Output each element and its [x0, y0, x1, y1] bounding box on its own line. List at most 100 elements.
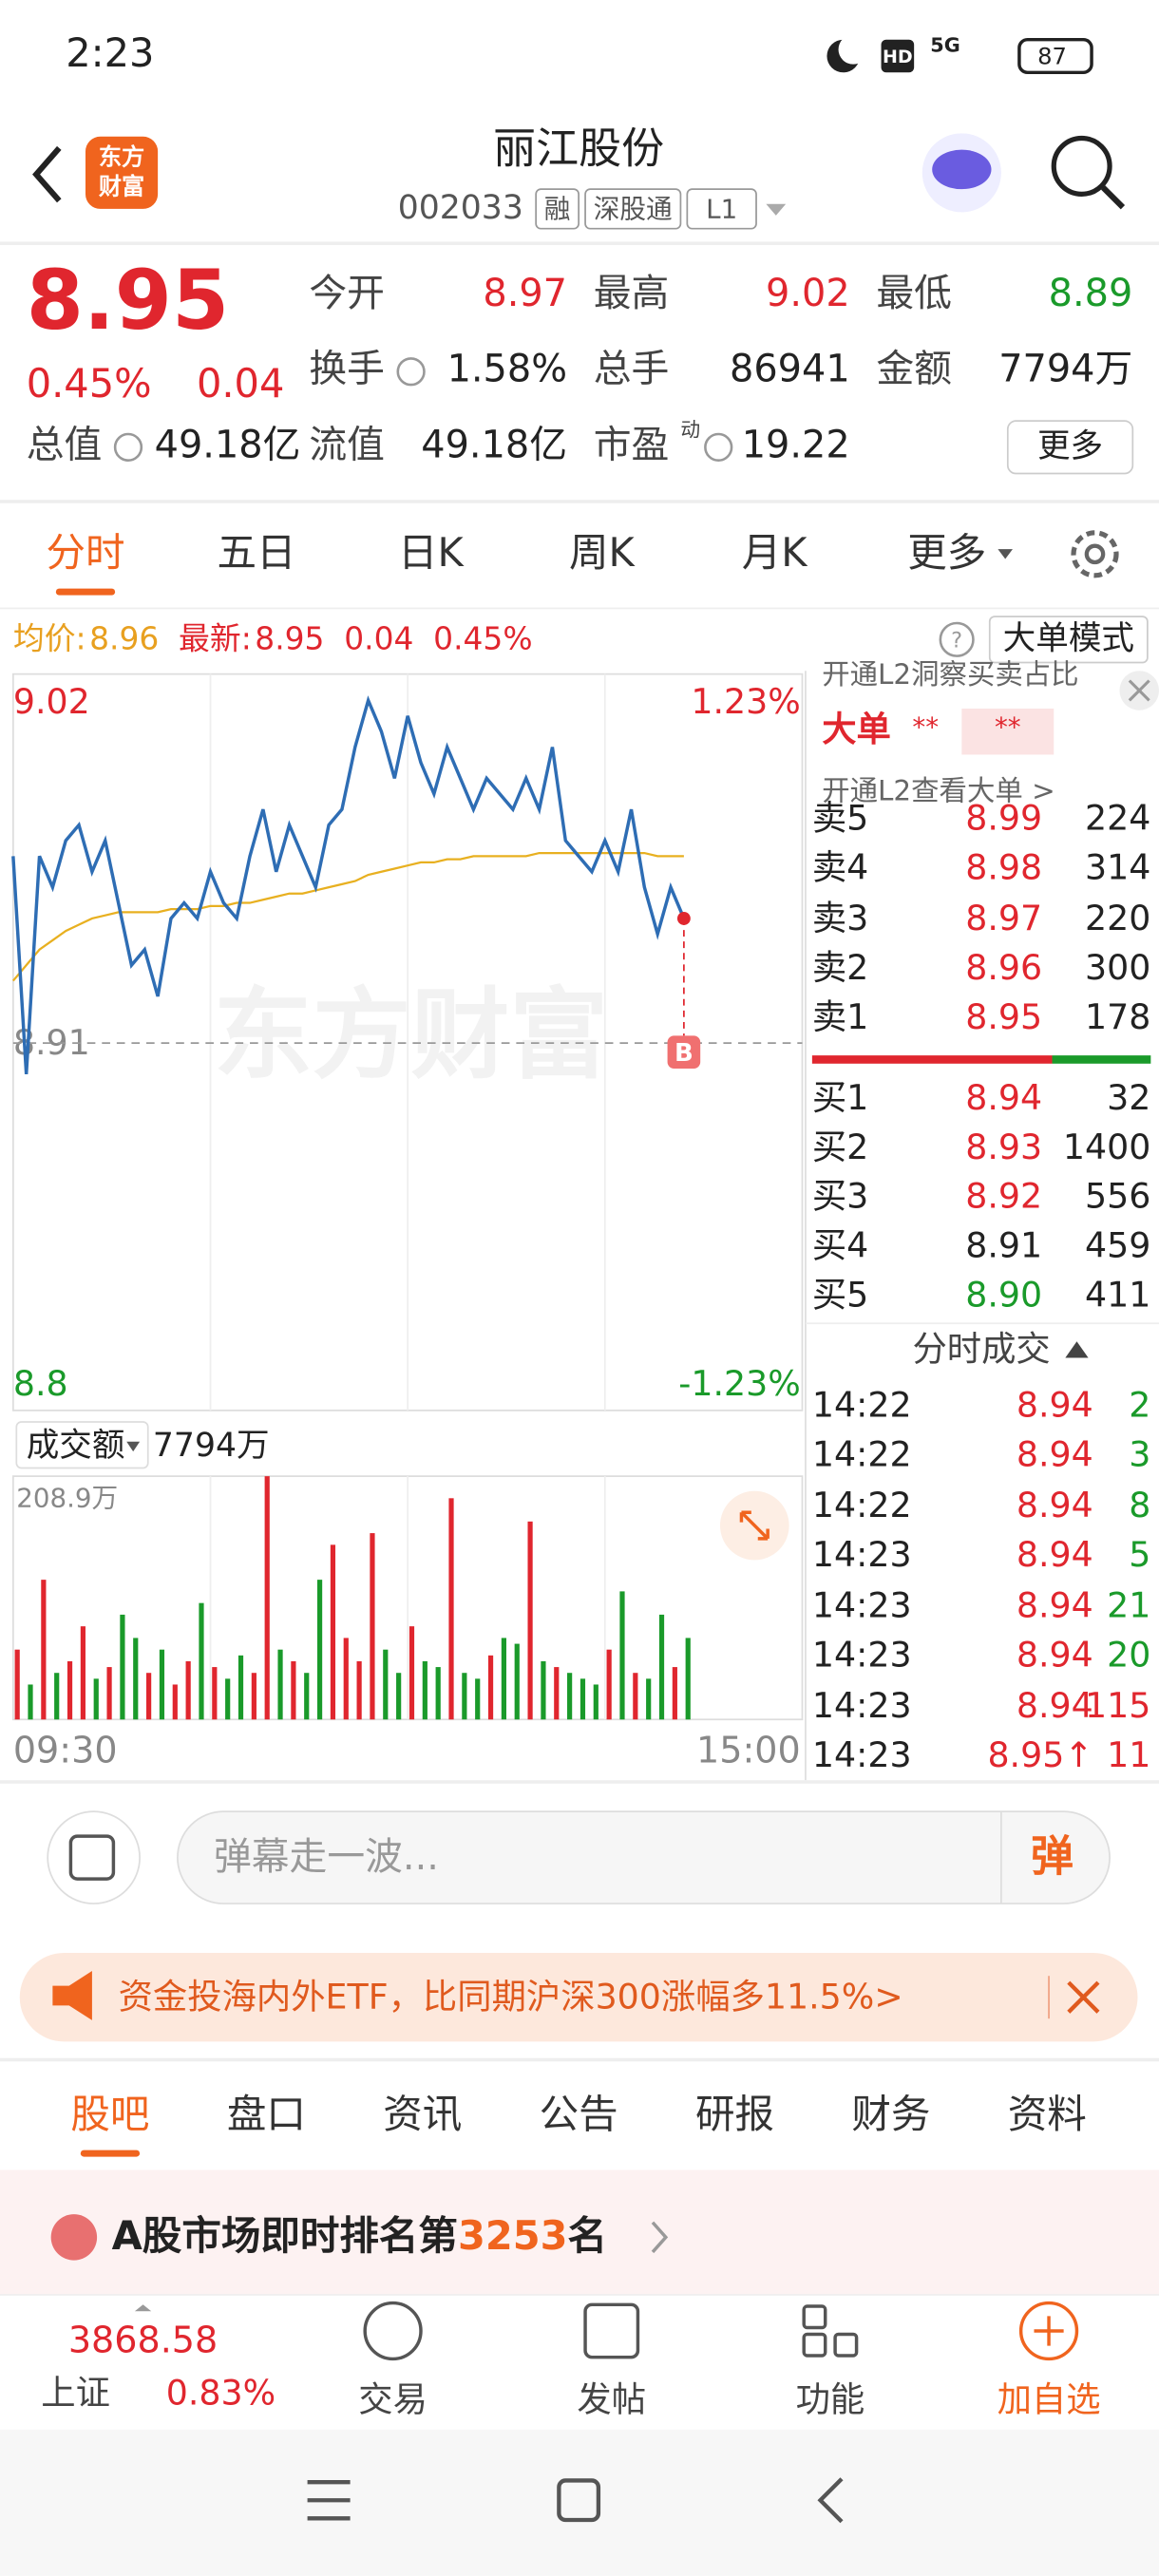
volume-bar — [133, 1638, 139, 1720]
volume-bar — [541, 1660, 546, 1720]
volume-bar — [383, 1649, 389, 1720]
mode-label[interactable]: 大单模式 — [1003, 619, 1134, 657]
nav-bar — [0, 2429, 1159, 2576]
rank-text[interactable]: A股市场即时排名第3253名 — [112, 2212, 607, 2259]
battery — [1017, 37, 1093, 75]
tab[interactable]: 周K — [569, 529, 636, 576]
sub-tab[interactable]: 股吧 — [70, 2091, 149, 2137]
sub-tab[interactable]: 公告 — [540, 2091, 618, 2137]
settings-button[interactable] — [1071, 530, 1119, 578]
tag: 融 — [544, 194, 571, 225]
hd-badge — [881, 39, 915, 73]
time-label: 09:30 — [13, 1729, 118, 1771]
tab[interactable]: 更多 — [907, 529, 986, 576]
l2-tip: 开通L2洞察买卖占比 — [822, 658, 1078, 691]
banner-text[interactable]: 资金投海内外ETF，比同期沪深300涨幅多11.5%> — [119, 1976, 903, 2017]
field-label: 换手 — [309, 348, 385, 391]
more-label[interactable]: 更多 — [1037, 427, 1103, 465]
nav-menu[interactable] — [307, 2480, 351, 2521]
info-icon[interactable] — [113, 432, 143, 462]
volume-bar — [120, 1614, 125, 1720]
book-price: 8.90 — [965, 1275, 1042, 1316]
book-volume: 178 — [1085, 996, 1150, 1037]
nav-back[interactable] — [817, 2477, 844, 2524]
volume-bar — [619, 1591, 625, 1720]
info-item: 最新: — [179, 619, 252, 656]
book-price: 8.92 — [965, 1176, 1042, 1217]
watermark: 东方财富 — [214, 979, 608, 1093]
comment-placeholder[interactable]: 弹幕走一波... — [214, 1835, 439, 1879]
field-label: 金额 — [876, 348, 952, 391]
sort-icon[interactable] — [1065, 1341, 1089, 1358]
book-label: 买4 — [812, 1225, 868, 1266]
bottom-item[interactable]: 功能 — [796, 2378, 865, 2419]
time-label: 15:00 — [696, 1729, 801, 1771]
sub-tab[interactable]: 盘口 — [227, 2091, 306, 2137]
close-banner[interactable] — [1067, 1980, 1100, 2014]
rank-part: A股市场即时排名第 — [112, 2212, 458, 2259]
field-label: 最低 — [876, 272, 952, 315]
field-label: 最高 — [594, 272, 670, 315]
y-tick-label: 8.8 — [13, 1363, 68, 1404]
sub-tab[interactable]: 资讯 — [383, 2091, 462, 2137]
tab[interactable]: 日K — [398, 529, 466, 576]
info-item: 8.96 — [89, 619, 159, 656]
bottom-item[interactable]: 加自选 — [998, 2378, 1101, 2419]
logo[interactable] — [85, 136, 159, 209]
comment-input[interactable] — [177, 1810, 1111, 1904]
tab-dropdown — [998, 549, 1013, 559]
logo-text: 财富 — [99, 173, 144, 199]
post-icon[interactable] — [583, 2302, 640, 2359]
marker-box — [667, 1035, 701, 1069]
tag-box — [686, 188, 757, 230]
more-button[interactable] — [1006, 420, 1134, 475]
tab[interactable]: 月K — [742, 529, 809, 576]
sub-tab[interactable]: 财务 — [851, 2091, 930, 2137]
trade-icon[interactable] — [363, 2301, 423, 2361]
volume-bar — [106, 1667, 112, 1720]
search-button[interactable] — [1051, 135, 1112, 197]
book-label: 买2 — [812, 1127, 868, 1167]
big-value: ** — [912, 711, 939, 743]
book-volume: 556 — [1085, 1176, 1150, 1217]
sub-tab[interactable]: 资料 — [1008, 2091, 1087, 2137]
rank-area[interactable] — [0, 2169, 1159, 2295]
book-label: 卖2 — [812, 947, 868, 988]
book-volume: 32 — [1107, 1077, 1150, 1118]
back-button[interactable] — [32, 145, 62, 203]
code-dropdown[interactable] — [766, 203, 787, 216]
add-icon[interactable] — [1018, 2301, 1079, 2361]
bottom-item[interactable]: 交易 — [358, 2378, 428, 2419]
stock-code: 002033 — [398, 189, 523, 227]
info-icon[interactable] — [396, 357, 426, 387]
trades-title[interactable]: 分时成交 — [912, 1329, 1050, 1370]
field-value: 49.18亿 — [155, 423, 301, 466]
volume-bar — [672, 1667, 677, 1720]
rank-icon — [50, 2214, 98, 2261]
nav-home[interactable] — [557, 2478, 601, 2523]
field-value: 49.18亿 — [421, 423, 567, 466]
ratio-bar-sell — [1052, 1055, 1151, 1064]
field-label: 总值 — [27, 423, 103, 466]
volume-bar — [396, 1673, 402, 1720]
mode-button[interactable] — [988, 616, 1149, 664]
volume-bar — [435, 1667, 441, 1720]
volume-bar — [172, 1684, 178, 1720]
danmaku-button[interactable]: 弹 — [1031, 1830, 1074, 1881]
bottom-item[interactable]: 发帖 — [577, 2378, 646, 2419]
tab[interactable]: 五日 — [217, 529, 295, 576]
trade-volume: 11 — [1107, 1734, 1150, 1775]
danmaku-toggle[interactable] — [47, 1810, 141, 1904]
volume-bar — [225, 1678, 231, 1720]
func-icon[interactable] — [802, 2304, 827, 2330]
trade-time: 14:22 — [812, 1485, 912, 1525]
banner[interactable] — [19, 1952, 1138, 2042]
help-icon[interactable] — [939, 621, 975, 657]
sub-tab[interactable]: 研报 — [695, 2091, 774, 2137]
info-icon[interactable] — [704, 432, 733, 462]
volume-bar — [159, 1649, 165, 1720]
field-value: 86941 — [730, 348, 850, 391]
volume-selector[interactable] — [15, 1421, 149, 1469]
tab[interactable]: 分时 — [46, 529, 124, 576]
